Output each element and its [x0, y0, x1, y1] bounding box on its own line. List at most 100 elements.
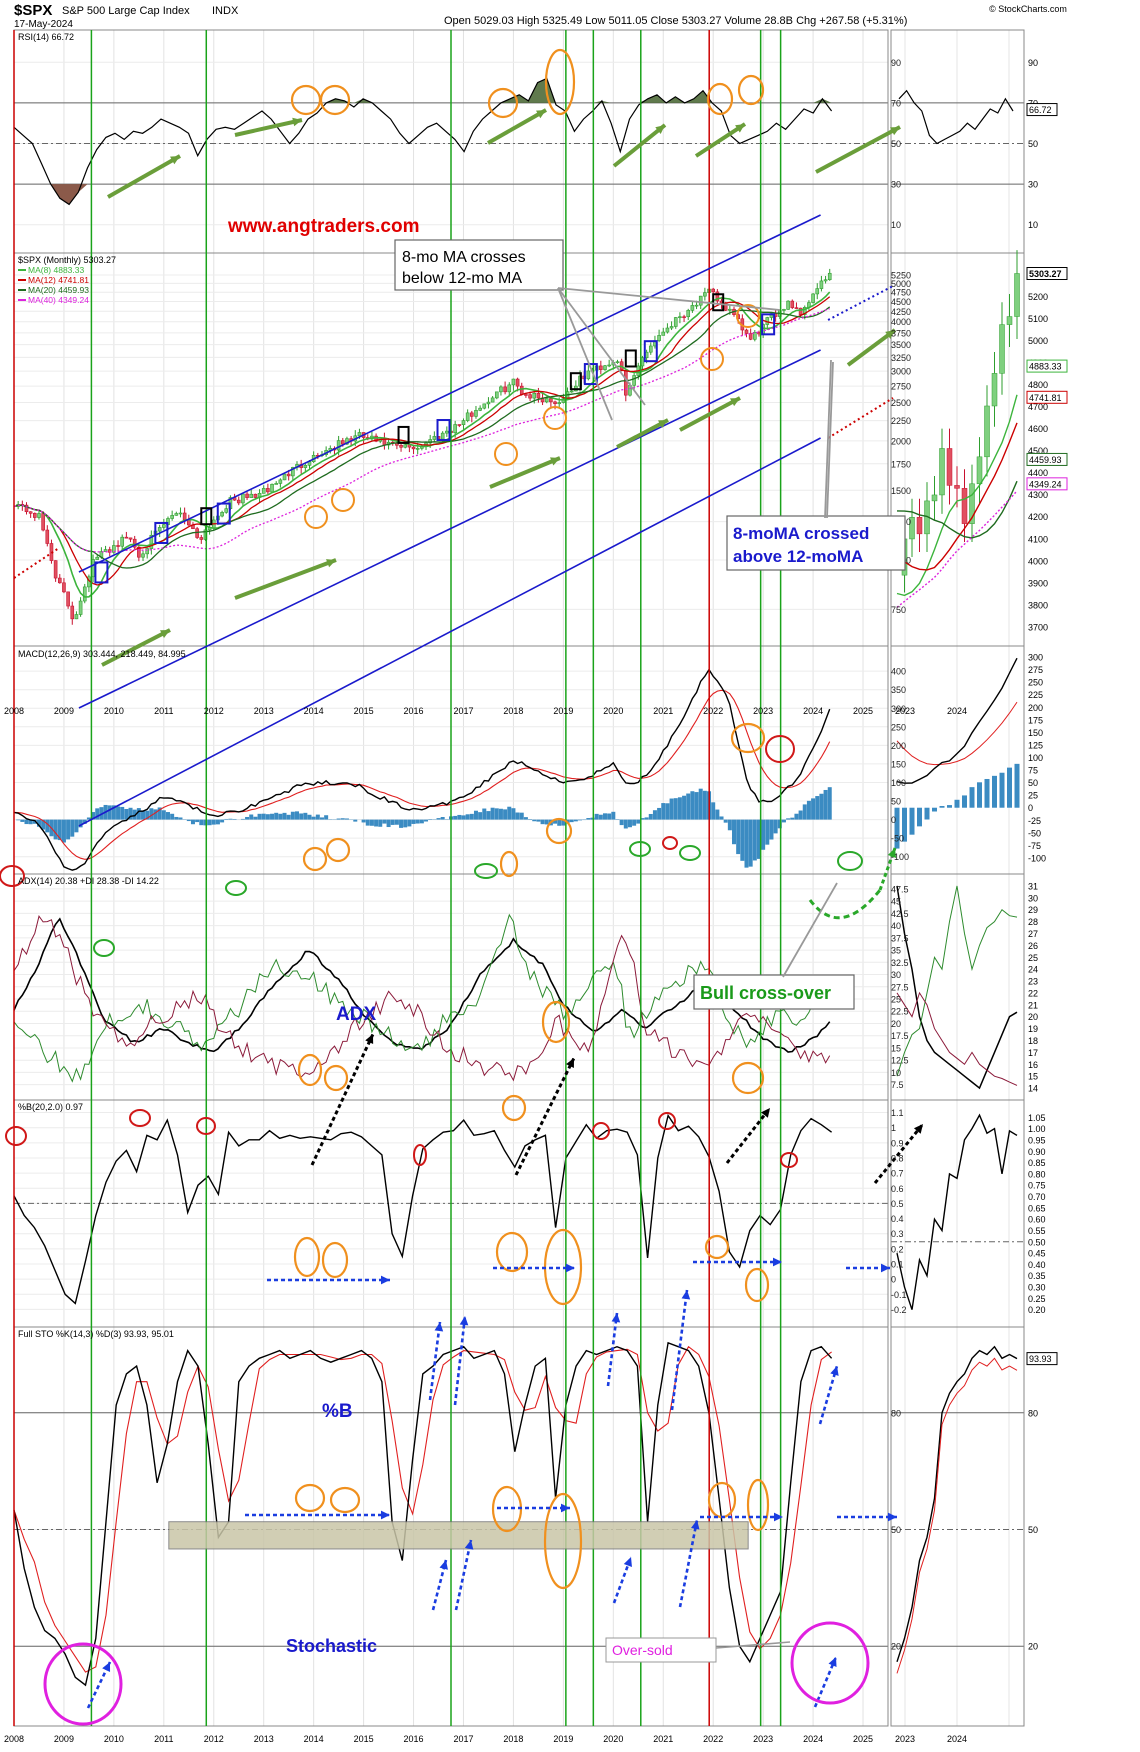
macd-histogram-bar	[253, 816, 258, 820]
adx-trend-arrow-head	[761, 1108, 770, 1118]
percent-b-flat-arrow-head	[380, 1275, 390, 1285]
zoom-y-tick-label: 0	[1028, 803, 1033, 813]
macd-histogram-bar	[677, 797, 682, 820]
stoch-label: Full STO %K(14,3) %D(3) 93.93, 95.01	[18, 1329, 174, 1339]
callout-leader	[557, 287, 781, 311]
zoom-macd-bar	[932, 807, 937, 812]
macd-histogram-bar	[369, 819, 374, 826]
macd-histogram-bar	[240, 818, 245, 820]
macd-histogram-bar	[607, 813, 612, 820]
zoom-y-tick-label: 4800	[1028, 380, 1048, 390]
x-tick-label: 2010	[104, 706, 124, 716]
y-tick-label: 4750	[891, 288, 911, 298]
zoom-candle-body	[939, 448, 945, 496]
y-tick-label: 350	[891, 685, 906, 695]
candle-body	[245, 493, 249, 498]
zoom-y-tick-label: 0.70	[1028, 1192, 1046, 1202]
adx-trend-arrow	[514, 1057, 576, 1176]
symbol-title: $SPX	[14, 2, 52, 19]
price-peak-circle	[331, 488, 355, 512]
zoom-y-tick-label: 50	[1028, 1525, 1038, 1535]
candle-body	[536, 393, 541, 399]
macd-histogram-bar	[382, 819, 387, 824]
candle-body	[236, 499, 241, 504]
stochastic-rise-arrow-head	[439, 1560, 448, 1570]
cross-below-callout-box	[394, 239, 564, 291]
candle-body	[149, 534, 154, 549]
macd-histogram-bar	[619, 819, 624, 826]
candle-body	[103, 549, 108, 552]
x-tick-label: 2015	[354, 706, 374, 716]
candle-body	[798, 307, 803, 315]
x-tick-label: 2013	[254, 706, 274, 716]
macd-histogram-bar	[299, 813, 304, 820]
rsi-trend-arrow	[612, 123, 667, 168]
adx-peak-circle	[541, 1000, 571, 1044]
candle-body	[603, 365, 607, 370]
zoom-stoch-line	[896, 1345, 1018, 1663]
macd-histogram-bar	[523, 817, 528, 820]
candle-body	[507, 384, 512, 393]
y-tick-label: 50	[891, 139, 901, 149]
macd-histogram-bar	[544, 819, 549, 825]
percent-b-panel-title: %B	[322, 1401, 353, 1422]
early-resistance-dots	[13, 547, 60, 579]
macd-histogram-bar	[811, 798, 816, 820]
chart-layer	[13, 77, 1020, 1687]
candle-body	[544, 398, 549, 403]
legend-entry: MA(40) 4349.24	[28, 295, 89, 305]
adx-red-circle	[780, 1152, 798, 1168]
zoom-macd-bar	[992, 775, 997, 808]
rsi-overbought-circle	[319, 84, 351, 116]
macd-histogram-bar	[702, 790, 707, 820]
stoch-tag-box	[1026, 1352, 1058, 1366]
percent-b-circle	[744, 1267, 770, 1303]
macd-histogram-bar	[74, 819, 79, 833]
oversold-callout-box	[605, 1637, 717, 1663]
percent-b-flat-arrow-head	[880, 1263, 890, 1273]
macd-histogram-bar	[16, 819, 21, 821]
macd-bull-cross-circle	[225, 880, 247, 896]
adx-trend-arrow-head	[365, 1034, 374, 1044]
zoom-y-tick-label: 24	[1028, 965, 1038, 975]
price-peak-circle	[736, 304, 760, 328]
channel-mid-line	[78, 349, 821, 709]
macd-histogram-bar	[86, 817, 91, 820]
zoom-y-tick-label: -50	[1028, 828, 1041, 838]
y-tick-label: 47.5	[891, 884, 909, 894]
zoom-macd-bar	[984, 778, 990, 808]
candle-body	[95, 556, 100, 560]
macd-histogram-bar	[690, 791, 695, 820]
y-tick-label: 200	[891, 741, 906, 751]
x-tick-label: 2012	[204, 706, 224, 716]
rsi-trend-arrow-head	[655, 125, 665, 135]
zoom-y-tick-label: 4100	[1028, 534, 1048, 544]
x-tick-label: 2009	[54, 706, 74, 716]
adx-red-circle	[413, 1144, 427, 1166]
macd-histogram-bar	[736, 819, 741, 855]
macd-histogram-bar	[324, 815, 329, 820]
candle-body	[162, 524, 166, 528]
legend-entry: MA(12) 4741.81	[28, 275, 89, 285]
rsi-trend-arrow	[487, 108, 547, 145]
candle-body	[403, 444, 408, 448]
macd-histogram-bar	[553, 819, 558, 824]
zoom-y-tick-label: 27	[1028, 929, 1038, 939]
x-tick-label: 2023	[753, 1734, 773, 1744]
zoom-macd-bar	[1014, 763, 1020, 808]
candle-body	[490, 397, 495, 403]
macd-histogram-bar	[698, 788, 703, 820]
macd-histogram-bar	[457, 814, 462, 820]
y-tick-label: 15	[891, 1043, 901, 1053]
percent-b-rise-arrow-head	[611, 1313, 621, 1323]
y-tick-label: 150	[891, 759, 906, 769]
adx-peak-circle	[297, 1053, 323, 1087]
macd-histogram-bar	[515, 812, 520, 820]
macd-histogram-bar	[661, 803, 666, 820]
rsi-zoom-line	[898, 89, 1014, 145]
macd-histogram-bar	[245, 816, 250, 820]
zoom-y-tick-label: 4700	[1028, 402, 1048, 412]
price-peak-circle	[700, 347, 724, 371]
macd-histogram-bar	[57, 819, 62, 841]
